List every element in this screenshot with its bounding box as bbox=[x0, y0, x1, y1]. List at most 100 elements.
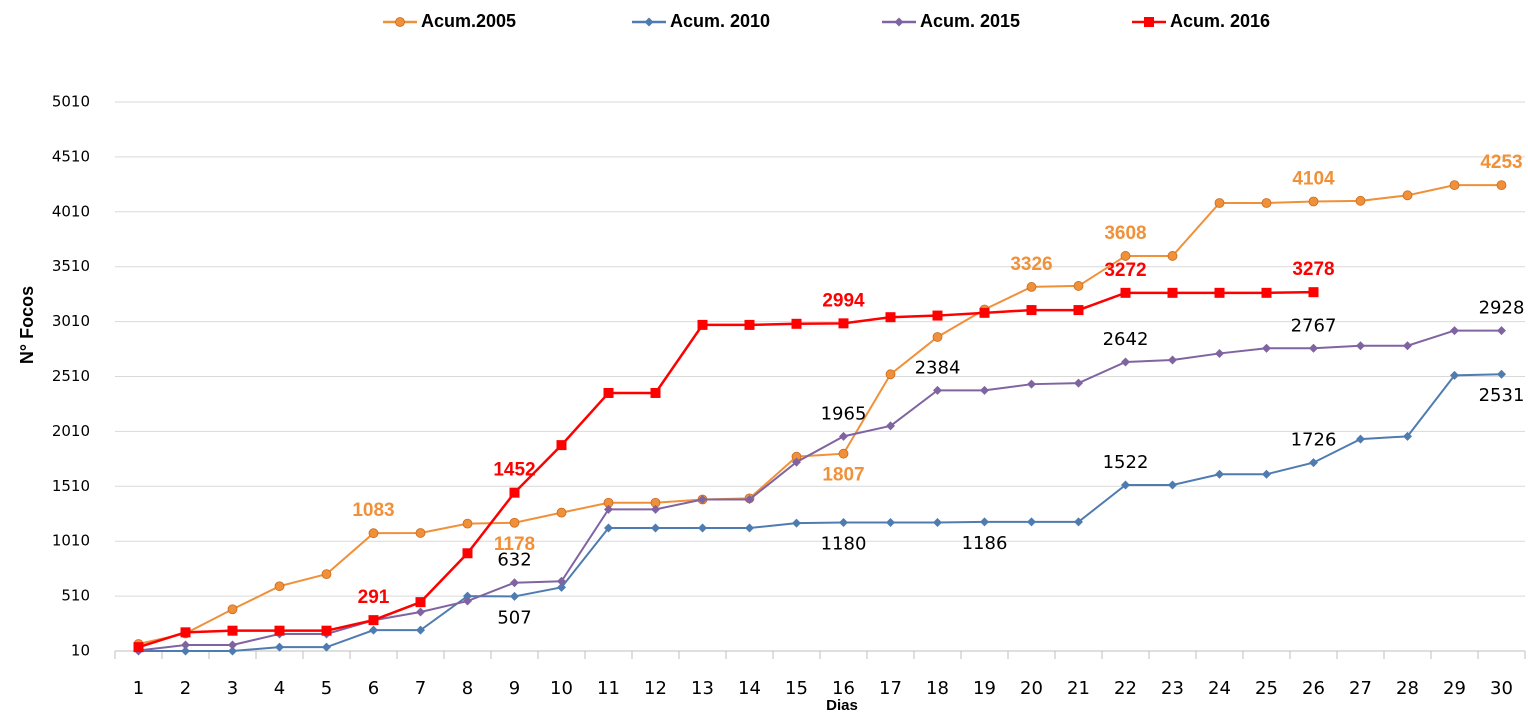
point bbox=[745, 523, 754, 533]
point bbox=[933, 518, 942, 528]
x-tick-label: 4 bbox=[274, 678, 285, 699]
x-tick-label: 3 bbox=[227, 678, 238, 699]
x-tick-label: 2 bbox=[180, 678, 191, 699]
point bbox=[275, 642, 284, 652]
x-tick-label: 21 bbox=[1067, 678, 1090, 699]
data-label: 1180 bbox=[821, 534, 867, 555]
legend-item: Acum. 2010 bbox=[632, 11, 770, 31]
point bbox=[839, 431, 848, 441]
point bbox=[415, 597, 426, 608]
series-line bbox=[138, 373, 1502, 652]
point bbox=[181, 640, 190, 650]
point bbox=[885, 369, 896, 380]
point bbox=[1262, 469, 1271, 479]
y-tick-label: 3510 bbox=[52, 257, 90, 275]
point bbox=[556, 440, 567, 451]
x-tick-label: 12 bbox=[644, 678, 667, 699]
point bbox=[745, 494, 754, 504]
legend-label: Acum. 2010 bbox=[670, 11, 770, 31]
point bbox=[1214, 198, 1225, 208]
point bbox=[509, 517, 520, 528]
point bbox=[1497, 326, 1506, 336]
data-label: 1726 bbox=[1291, 430, 1337, 451]
data-label: 3272 bbox=[1104, 260, 1146, 281]
point bbox=[698, 494, 707, 504]
point bbox=[980, 517, 989, 527]
x-tick-label: 15 bbox=[785, 678, 808, 699]
point bbox=[1309, 343, 1318, 353]
point bbox=[1308, 287, 1319, 298]
point bbox=[369, 625, 378, 635]
series-line bbox=[138, 329, 1502, 652]
point bbox=[395, 17, 405, 27]
point bbox=[1167, 251, 1178, 261]
point bbox=[274, 625, 285, 636]
point bbox=[932, 332, 943, 342]
point bbox=[1168, 480, 1177, 490]
y-tick-label: 510 bbox=[61, 587, 90, 605]
point bbox=[894, 17, 904, 27]
point bbox=[1027, 379, 1036, 389]
point bbox=[133, 642, 144, 653]
data-label: 291 bbox=[358, 587, 390, 608]
point bbox=[321, 625, 332, 636]
point bbox=[1073, 305, 1084, 316]
point bbox=[1121, 480, 1130, 490]
point bbox=[838, 448, 849, 459]
x-tick-label: 19 bbox=[973, 678, 996, 699]
legend-label: Acum. 2016 bbox=[1170, 11, 1270, 31]
y-tick-label: 5010 bbox=[52, 93, 90, 111]
point bbox=[886, 518, 895, 528]
point bbox=[1215, 469, 1224, 479]
x-tick-label: 14 bbox=[738, 678, 761, 699]
point bbox=[557, 576, 566, 586]
point bbox=[604, 504, 613, 514]
point bbox=[1308, 196, 1319, 207]
x-tick-label: 16 bbox=[832, 678, 855, 699]
data-label: 3278 bbox=[1292, 259, 1334, 280]
point bbox=[980, 385, 989, 395]
data-label: 3608 bbox=[1104, 223, 1146, 244]
x-tick-label: 24 bbox=[1208, 678, 1231, 699]
point bbox=[509, 487, 520, 498]
point bbox=[1309, 458, 1318, 468]
x-tick-label: 10 bbox=[550, 678, 573, 699]
data-label: 507 bbox=[497, 607, 531, 628]
point bbox=[651, 504, 660, 514]
data-label: 2531 bbox=[1479, 385, 1525, 406]
point bbox=[603, 387, 614, 398]
point bbox=[1450, 370, 1459, 380]
x-tick-label: 23 bbox=[1161, 678, 1184, 699]
point bbox=[651, 523, 660, 533]
x-tick-label: 22 bbox=[1114, 678, 1137, 699]
point bbox=[1403, 341, 1412, 351]
point bbox=[792, 518, 801, 528]
point bbox=[415, 528, 426, 538]
x-tick-label: 20 bbox=[1020, 678, 1043, 699]
point bbox=[1402, 190, 1413, 201]
point bbox=[557, 582, 566, 592]
data-label: 2642 bbox=[1103, 329, 1149, 350]
point bbox=[1121, 357, 1130, 367]
point bbox=[1120, 287, 1131, 298]
data-label: 3326 bbox=[1010, 254, 1052, 275]
point bbox=[979, 307, 990, 318]
point bbox=[839, 518, 848, 528]
point bbox=[933, 385, 942, 395]
x-tick-label: 9 bbox=[509, 678, 520, 699]
point bbox=[885, 312, 896, 323]
point bbox=[556, 507, 567, 518]
point bbox=[1356, 341, 1365, 351]
x-tick-label: 8 bbox=[462, 678, 473, 699]
point bbox=[1144, 17, 1154, 27]
x-axis-label: Dias bbox=[826, 697, 858, 714]
point bbox=[604, 523, 613, 533]
data-label: 2994 bbox=[822, 290, 865, 311]
point bbox=[181, 646, 190, 656]
data-label: 2767 bbox=[1291, 315, 1337, 336]
data-label: 1522 bbox=[1103, 452, 1149, 473]
legend-item: Acum. 2015 bbox=[882, 11, 1020, 31]
point bbox=[744, 319, 755, 330]
point bbox=[1027, 517, 1036, 527]
point bbox=[697, 319, 708, 330]
